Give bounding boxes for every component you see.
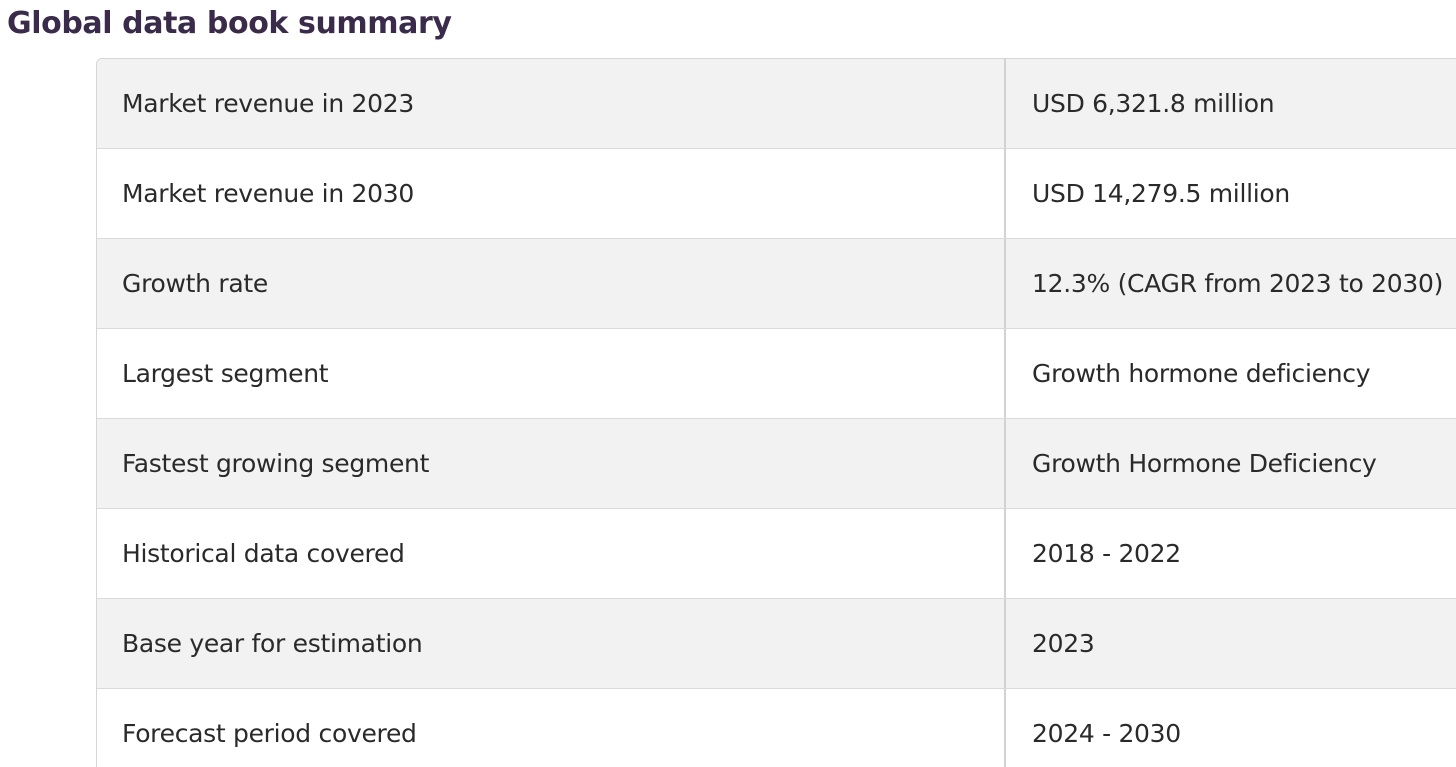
- row-value: Growth Hormone Deficiency: [1032, 449, 1377, 478]
- row-label: Growth rate: [97, 239, 1006, 328]
- table-row: Growth rate 12.3% (CAGR from 2023 to 203…: [97, 239, 1456, 329]
- table-row: Market revenue in 2023 USD 6,321.8 milli…: [97, 59, 1456, 149]
- row-label: Largest segment: [97, 329, 1006, 418]
- row-value: 12.3% (CAGR from 2023 to 2030): [1032, 269, 1444, 298]
- row-value: 2018 - 2022: [1032, 539, 1181, 568]
- table-row: Market revenue in 2030 USD 14,279.5 mill…: [97, 149, 1456, 239]
- table-row: Largest segment Growth hormone deficienc…: [97, 329, 1456, 419]
- table-row: Base year for estimation 2023: [97, 599, 1456, 689]
- table-row: Historical data covered 2018 - 2022: [97, 509, 1456, 599]
- row-label: Base year for estimation: [97, 599, 1006, 688]
- row-value: USD 6,321.8 million: [1032, 89, 1275, 118]
- table-row: Forecast period covered 2024 - 2030: [97, 689, 1456, 767]
- row-label: Historical data covered: [97, 509, 1006, 598]
- row-value: 2023: [1032, 629, 1095, 658]
- summary-table: Market revenue in 2023 USD 6,321.8 milli…: [96, 58, 1456, 767]
- row-label: Fastest growing segment: [97, 419, 1006, 508]
- page-title: Global data book summary: [7, 6, 452, 41]
- row-value: USD 14,279.5 million: [1032, 179, 1290, 208]
- table-row: Fastest growing segment Growth Hormone D…: [97, 419, 1456, 509]
- row-value: Growth hormone deficiency: [1032, 359, 1371, 388]
- row-label: Forecast period covered: [97, 689, 1006, 767]
- row-value: 2024 - 2030: [1032, 719, 1181, 748]
- row-label: Market revenue in 2023: [97, 59, 1006, 148]
- row-label: Market revenue in 2030: [97, 149, 1006, 238]
